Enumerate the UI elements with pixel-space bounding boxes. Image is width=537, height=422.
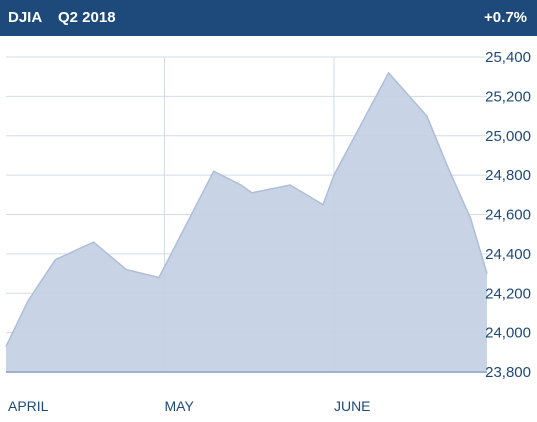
chart-header: DJIA Q2 2018 +0.7% (0, 0, 537, 36)
x-tick-label: JUNE (334, 398, 371, 414)
x-tick-label: MAY (165, 398, 195, 414)
y-tick-label: 24,800 (485, 167, 531, 184)
ticker-label: DJIA (8, 9, 43, 26)
y-axis-labels: 25,400 25,200 25,000 24,800 24,600 24,400 24,2… (485, 49, 531, 381)
period-label: Q2 2018 (58, 9, 116, 26)
y-tick-label: 25,200 (485, 88, 531, 105)
djia-area-chart: 25,400 25,200 25,000 24,800 24,600 24,400 24,2… (5, 49, 531, 414)
y-tick-label: 24,400 (485, 246, 531, 263)
change-label: +0.7% (484, 9, 527, 26)
x-axis-labels: APRIL MAY JUNE (8, 398, 371, 414)
y-tick-label: 24,600 (485, 207, 531, 224)
y-tick-label: 23,800 (485, 364, 531, 381)
y-tick-label: 25,000 (485, 128, 531, 145)
y-tick-label: 24,200 (485, 285, 531, 302)
area-fill (6, 72, 487, 373)
y-tick-label: 25,400 (485, 49, 531, 66)
y-tick-label: 24,000 (485, 325, 531, 342)
area-outline (5, 71, 488, 347)
x-tick-label: APRIL (8, 398, 49, 414)
